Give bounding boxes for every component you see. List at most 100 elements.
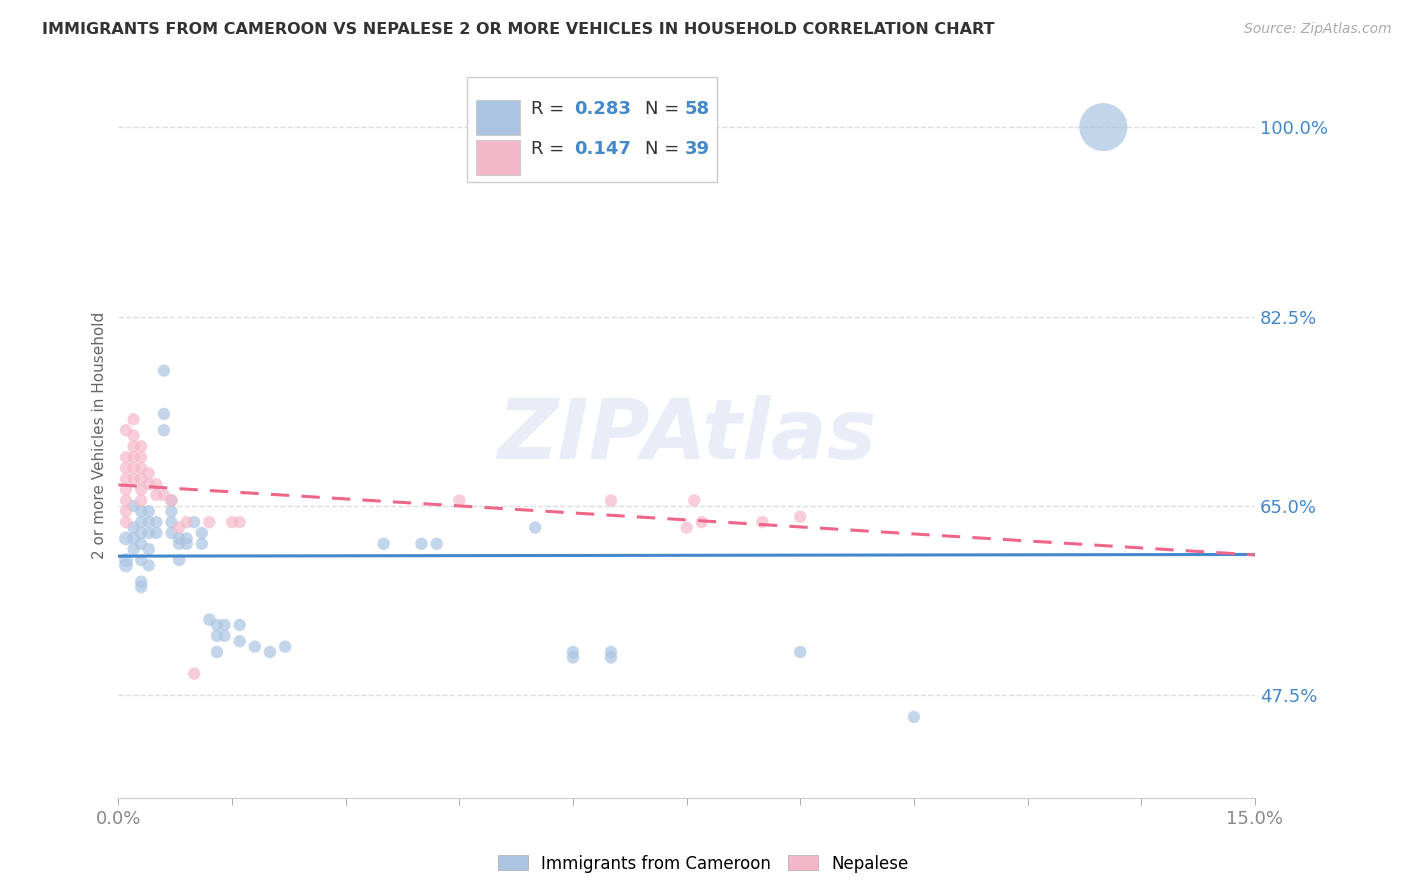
Point <box>214 629 236 643</box>
Point <box>129 553 152 567</box>
Point <box>221 515 243 529</box>
Point <box>562 650 585 665</box>
Point <box>115 504 138 518</box>
Point <box>214 618 236 632</box>
Point <box>122 532 145 546</box>
Point <box>160 515 183 529</box>
Text: 58: 58 <box>685 100 710 119</box>
Point <box>129 472 152 486</box>
Text: 0.283: 0.283 <box>574 100 631 119</box>
Point <box>524 520 547 534</box>
Y-axis label: 2 or more Vehicles in Household: 2 or more Vehicles in Household <box>93 312 107 559</box>
Point <box>129 483 152 497</box>
Point <box>115 558 138 573</box>
Point <box>243 640 266 654</box>
Point <box>205 629 228 643</box>
Point <box>129 515 152 529</box>
Text: R =: R = <box>531 140 569 158</box>
Point <box>122 520 145 534</box>
Point <box>373 537 395 551</box>
Point <box>115 515 138 529</box>
Point <box>145 488 167 502</box>
Point <box>274 640 297 654</box>
Point <box>138 542 160 557</box>
Point <box>228 618 250 632</box>
Text: Source: ZipAtlas.com: Source: ZipAtlas.com <box>1244 22 1392 37</box>
Point <box>153 363 176 377</box>
Text: ZIPAtlas: ZIPAtlas <box>496 395 876 476</box>
Point <box>129 493 152 508</box>
Point <box>228 515 250 529</box>
Point <box>176 537 198 551</box>
Point <box>115 423 138 437</box>
Point <box>122 428 145 442</box>
Point <box>176 515 198 529</box>
Point <box>153 407 176 421</box>
Point <box>160 525 183 540</box>
FancyBboxPatch shape <box>477 140 520 175</box>
Point <box>129 580 152 594</box>
Point <box>138 477 160 491</box>
Point <box>115 493 138 508</box>
Point <box>599 650 621 665</box>
Point <box>129 504 152 518</box>
Point <box>449 493 471 508</box>
Point <box>789 509 811 524</box>
Point <box>122 439 145 453</box>
Point <box>138 515 160 529</box>
Point <box>167 532 190 546</box>
Point <box>122 450 145 465</box>
Point <box>426 537 449 551</box>
Point <box>562 645 585 659</box>
Point <box>675 520 697 534</box>
FancyBboxPatch shape <box>477 100 520 135</box>
Point <box>191 525 214 540</box>
Point <box>198 613 221 627</box>
Point <box>191 537 214 551</box>
Point <box>129 439 152 453</box>
Point <box>115 483 138 497</box>
Point <box>751 515 773 529</box>
Point <box>599 645 621 659</box>
Point <box>122 412 145 426</box>
Point <box>145 477 167 491</box>
Point <box>789 645 811 659</box>
Point <box>1092 120 1115 134</box>
Point <box>167 537 190 551</box>
Text: N =: N = <box>644 140 685 158</box>
Point <box>205 645 228 659</box>
Point <box>129 537 152 551</box>
Point <box>153 423 176 437</box>
Point <box>115 532 138 546</box>
Point <box>129 574 152 589</box>
Text: IMMIGRANTS FROM CAMEROON VS NEPALESE 2 OR MORE VEHICLES IN HOUSEHOLD CORRELATION: IMMIGRANTS FROM CAMEROON VS NEPALESE 2 O… <box>42 22 994 37</box>
Point <box>153 488 176 502</box>
Point <box>599 493 621 508</box>
Point <box>160 504 183 518</box>
Point <box>129 461 152 475</box>
Point <box>145 515 167 529</box>
Text: R =: R = <box>531 100 569 119</box>
Point <box>167 553 190 567</box>
Point <box>183 666 205 681</box>
Point <box>122 499 145 513</box>
Point <box>183 515 205 529</box>
Point <box>122 542 145 557</box>
Text: 0.147: 0.147 <box>574 140 631 158</box>
Point <box>690 515 713 529</box>
Text: 39: 39 <box>685 140 710 158</box>
Point <box>145 525 167 540</box>
Point <box>129 525 152 540</box>
Point <box>205 618 228 632</box>
Point <box>115 472 138 486</box>
Point <box>228 634 250 648</box>
Point <box>683 493 706 508</box>
Point <box>122 472 145 486</box>
Point <box>115 461 138 475</box>
Point <box>160 493 183 508</box>
Point <box>138 525 160 540</box>
Point <box>411 537 433 551</box>
Point <box>903 710 925 724</box>
Point <box>176 532 198 546</box>
Point <box>160 493 183 508</box>
